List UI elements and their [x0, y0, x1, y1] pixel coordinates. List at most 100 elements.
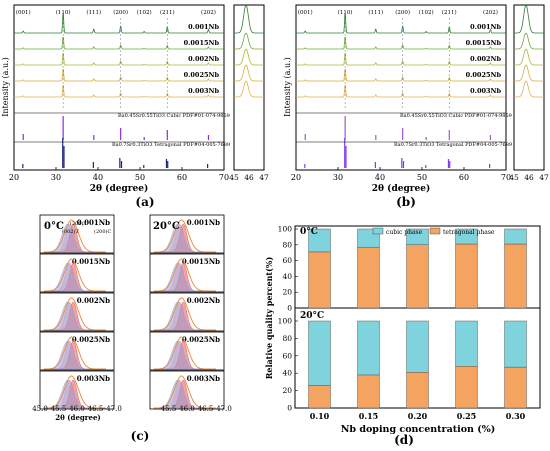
xrd-trace: [296, 69, 506, 82]
fit-xlabel: 2θ (degree): [55, 413, 100, 422]
xrd-hkl-label: (111): [86, 9, 101, 16]
fit-sample-label: 0.001Nb: [187, 218, 220, 227]
xrd-a-ylabel: Intensity (a.u.): [1, 57, 10, 117]
bar-segment: [406, 320, 429, 373]
xrd-sample-label: 0.001Nb: [470, 23, 501, 31]
xrd-a-main-frame: [13, 4, 225, 171]
xrd-trace: [14, 69, 224, 82]
xrd-zoom-trace: [234, 48, 264, 66]
xrd-zoom-trace: [514, 48, 544, 66]
bar-y-tick-label: 0: [287, 404, 292, 413]
fit-envelope: [43, 375, 106, 409]
bar-x-tick-label: 0.30: [506, 411, 526, 421]
legend-swatch-tetragonal: [429, 227, 441, 235]
bar-y-tick-label: 100: [278, 317, 293, 326]
xrd-b-ref-tetragonal: Ba0.7Sr0.3TiO3 Tetragonal PDF#04-005-768…: [394, 142, 512, 148]
bar-segment: [308, 320, 331, 386]
bar-segment: [406, 372, 429, 409]
bar-y-tick-label: 80: [282, 334, 292, 343]
xrd-sample-label: 0.0015Nb: [184, 39, 220, 47]
fit-component: [47, 223, 99, 253]
xrd-x-tick-label: 30: [333, 173, 343, 182]
fit-envelope: [153, 336, 216, 370]
fit-component: [157, 379, 209, 409]
bar-segment: [455, 320, 478, 367]
bar-segment: [357, 374, 380, 409]
fit-peak-002t: (002)T: [62, 228, 79, 235]
xrd-trace: [14, 12, 224, 34]
fit-envelope: [153, 219, 216, 253]
fit-x-tick-label: 47.0: [216, 405, 232, 413]
xrd-zoom-tick-label: 47: [259, 173, 269, 182]
xrd-hkl-label: (200): [395, 9, 410, 16]
fit-subplot-frame: [149, 214, 225, 254]
bar-y-tick-label: 0: [287, 304, 292, 313]
xrd-panel-a: (001) (110) (111) (200) (102) (211) (202) 0.001…: [1, 4, 269, 209]
xrd-trace: [14, 85, 224, 98]
fit-component: [157, 223, 209, 253]
xrd-sample-label: 0.002Nb: [188, 55, 219, 63]
xrd-x-tick-label: 50: [135, 173, 145, 182]
bar-segment: [406, 244, 429, 309]
fit-x-tick-label: 46.0: [69, 405, 85, 413]
fit-panel-c: 0.001Nb 0.0015Nb 0.002Nb 0.0025Nb 0.003Nb 45.…: [32, 214, 232, 443]
xrd-zoom-tick-label: 47: [539, 173, 549, 182]
xrd-x-tick-label: 40: [375, 173, 385, 182]
xrd-zoom-trace: [514, 80, 544, 98]
fit-component: [157, 301, 209, 331]
fit-x-tick-label: 46.0: [179, 405, 195, 413]
xrd-trace: [14, 53, 224, 66]
xrd-zoom-trace: [234, 80, 264, 98]
xrd-x-tick-label: 60: [459, 173, 469, 182]
bar-segment: [455, 243, 478, 309]
xrd-sample-label: 0.0025Nb: [466, 71, 502, 79]
bar-segment: [308, 251, 331, 309]
xrd-hkl-label: (202): [483, 9, 498, 16]
bar-y-tick-label: 60: [282, 351, 292, 360]
fit-temp-20c: 20°C: [153, 221, 180, 232]
xrd-trace: [296, 53, 506, 66]
fit-x-tick-label: 46.5: [88, 405, 104, 413]
bar-segment: [308, 385, 331, 409]
xrd-x-tick-label: 70: [501, 173, 511, 182]
fit-subplot-frame: [39, 253, 115, 293]
fit-x-tick-label: 45.5: [51, 405, 67, 413]
fit-sample-label: 0.0025Nb: [182, 335, 220, 344]
fit-component: [47, 340, 99, 370]
bar-segment: [357, 246, 380, 309]
fit-x-tick-label: 47.0: [106, 405, 122, 413]
fit-envelope: [43, 219, 106, 253]
xrd-hkl-label: (102): [137, 9, 152, 16]
fit-component: [47, 262, 99, 292]
bar-segment: [357, 320, 380, 376]
panel-label-c: (c): [131, 429, 150, 443]
bar-x-tick-label: 0.15: [359, 411, 378, 421]
xrd-sample-label: 0.0025Nb: [184, 71, 220, 79]
fit-subplot-frame: [149, 292, 225, 332]
xrd-zoom-trace: [514, 4, 544, 34]
panel-label-a: (a): [135, 195, 154, 209]
xrd-trace: [296, 12, 506, 34]
xrd-hkl-label: (001): [298, 9, 313, 16]
xrd-x-tick-label: 30: [51, 173, 61, 182]
fit-component: [157, 262, 209, 292]
xrd-hkl-label: (001): [16, 9, 31, 16]
bar-segment: [504, 243, 527, 309]
xrd-x-tick-label: 70: [219, 173, 229, 182]
fit-sample-label: 0.0015Nb: [72, 257, 110, 266]
fit-sample-label: 0.003Nb: [77, 374, 110, 383]
xrd-x-tick-label: 60: [177, 173, 187, 182]
xrd-zoom-tick-label: 45: [509, 173, 519, 182]
panel-label-b: (b): [396, 195, 416, 209]
xrd-a-xlabel: 2θ (degree): [90, 183, 148, 194]
bar-segment: [308, 228, 331, 253]
fit-subplot-frame: [149, 370, 225, 410]
xrd-sample-label: 0.001Nb: [188, 23, 219, 31]
fit-envelope: [153, 375, 216, 409]
xrd-zoom-tick-label: 46: [244, 173, 254, 182]
xrd-zoom-tick-label: 45: [229, 173, 239, 182]
bar-x-tick-label: 0.25: [457, 411, 476, 421]
xrd-b-ylabel: Intensity (a.u.): [283, 57, 292, 117]
fit-component: [47, 301, 99, 331]
